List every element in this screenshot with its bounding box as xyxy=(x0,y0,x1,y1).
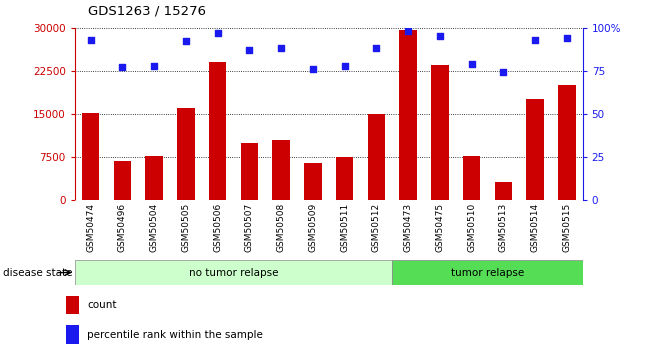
Bar xyxy=(177,108,195,200)
Text: GSM50510: GSM50510 xyxy=(467,203,476,253)
Text: GDS1263 / 15276: GDS1263 / 15276 xyxy=(88,4,206,17)
Bar xyxy=(431,65,449,200)
Text: GSM50474: GSM50474 xyxy=(86,203,95,252)
Text: GSM50511: GSM50511 xyxy=(340,203,349,253)
Text: GSM50506: GSM50506 xyxy=(213,203,222,253)
Point xyxy=(308,66,318,72)
Bar xyxy=(66,296,79,314)
Point xyxy=(435,33,445,39)
Text: GSM50512: GSM50512 xyxy=(372,203,381,252)
Text: tumor relapse: tumor relapse xyxy=(450,268,524,277)
Point xyxy=(117,65,128,70)
Point xyxy=(562,35,572,41)
Text: GSM50507: GSM50507 xyxy=(245,203,254,253)
Bar xyxy=(399,30,417,200)
Text: GSM50509: GSM50509 xyxy=(309,203,318,253)
Point xyxy=(403,28,413,34)
Text: GSM50505: GSM50505 xyxy=(182,203,191,253)
Text: GSM50514: GSM50514 xyxy=(531,203,540,252)
Text: GSM50475: GSM50475 xyxy=(436,203,445,252)
Point xyxy=(244,47,255,53)
Bar xyxy=(392,260,583,285)
Text: disease state: disease state xyxy=(3,268,73,277)
Bar xyxy=(82,113,100,200)
Text: GSM50508: GSM50508 xyxy=(277,203,286,253)
Text: GSM50473: GSM50473 xyxy=(404,203,413,252)
Bar xyxy=(304,163,322,200)
Bar xyxy=(368,114,385,200)
Point xyxy=(339,63,350,68)
Bar xyxy=(145,156,163,200)
Bar xyxy=(526,99,544,200)
Text: GSM50513: GSM50513 xyxy=(499,203,508,253)
Bar xyxy=(114,161,132,200)
Text: percentile rank within the sample: percentile rank within the sample xyxy=(87,330,263,339)
Bar xyxy=(209,62,227,200)
Bar xyxy=(66,325,79,344)
Point xyxy=(276,46,286,51)
Text: no tumor relapse: no tumor relapse xyxy=(189,268,278,277)
Bar xyxy=(241,142,258,200)
Bar xyxy=(463,156,480,200)
Text: GSM50504: GSM50504 xyxy=(150,203,159,252)
Point xyxy=(85,37,96,42)
Point xyxy=(530,37,540,42)
Point xyxy=(371,46,381,51)
Text: count: count xyxy=(87,300,117,310)
Point xyxy=(498,70,508,75)
Point xyxy=(212,30,223,36)
Bar xyxy=(336,157,353,200)
Text: GSM50515: GSM50515 xyxy=(562,203,572,253)
Text: GSM50496: GSM50496 xyxy=(118,203,127,252)
Point xyxy=(149,63,159,68)
Point xyxy=(466,61,477,67)
Bar xyxy=(558,85,575,200)
Bar xyxy=(272,140,290,200)
Bar xyxy=(495,182,512,200)
Bar xyxy=(75,260,392,285)
Point xyxy=(181,39,191,44)
